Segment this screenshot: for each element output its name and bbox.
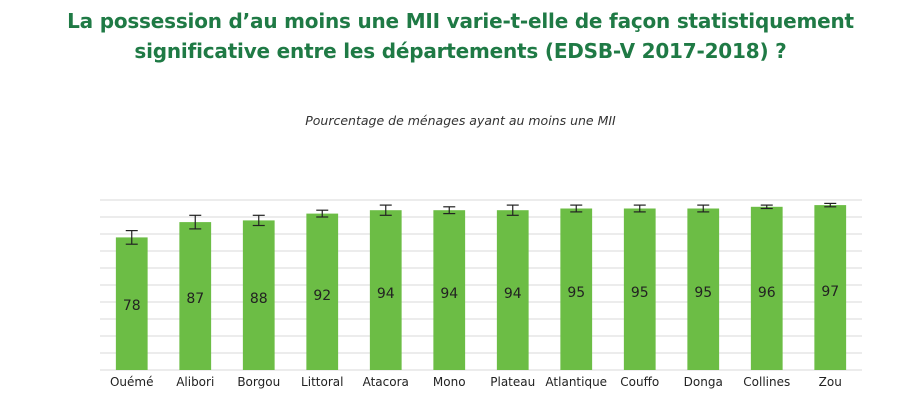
value-label-6: 94 [504,286,522,302]
category-label-1: Alibori [176,375,214,389]
chart-subtitle: Pourcentage de ménages ayant au moins un… [305,113,616,128]
error-bar-9 [697,204,710,213]
category-label-0: Ouémé [110,375,154,389]
value-label-9: 95 [694,285,712,301]
value-label-11: 97 [821,284,839,300]
error-bar-3 [316,209,329,218]
error-bar-11 [824,202,837,208]
category-label-2: Borgou [237,375,280,389]
error-bar-8 [633,204,646,213]
error-bar-1 [189,214,202,230]
category-label-5: Mono [433,375,466,389]
error-bar-6 [506,204,519,216]
value-label-7: 95 [567,285,585,301]
bar-11 [814,205,847,370]
category-label-9: Donga [684,375,723,389]
bar-8 [623,208,656,370]
error-bar-7 [570,204,583,213]
value-label-4: 94 [377,286,395,302]
value-label-8: 95 [631,285,649,301]
error-bar-10 [760,204,773,210]
bar-4 [369,210,402,370]
bar-2 [242,220,275,370]
value-label-0: 78 [123,298,141,314]
value-label-5: 94 [440,286,458,302]
value-label-1: 87 [186,291,204,307]
bar-9 [687,208,720,370]
value-labels: 78 87 88 92 94 94 94 95 95 95 96 97 [123,284,839,314]
bars [115,205,847,370]
category-labels: Ouémé Alibori Borgou Littoral Atacora Mono Pla… [110,375,842,389]
value-label-2: 88 [250,291,268,307]
bar-1 [179,222,212,370]
bar-10 [750,206,783,370]
category-label-11: Zou [819,375,842,389]
error-bar-2 [252,214,265,227]
value-label-10: 96 [758,285,776,301]
title-line-2: significative entre les départements (ED… [134,39,787,63]
chart-title: La possession d’au moins une MII varie-t… [0,6,921,66]
bar-6 [496,210,529,370]
category-label-8: Couffo [620,375,659,389]
title-line-1: La possession d’au moins une MII varie-t… [67,9,854,33]
error-bar-0 [125,230,138,245]
value-label-3: 92 [313,288,331,304]
bar-3 [306,213,339,370]
category-label-6: Plateau [490,375,535,389]
error-bars [125,202,837,245]
error-bar-4 [379,204,392,216]
category-label-7: Atlantique [545,375,607,389]
gridlines [100,199,862,371]
bar-7 [560,208,593,370]
category-label-4: Atacora [363,375,409,389]
category-label-10: Collines [743,375,790,389]
bar-5 [433,210,466,370]
bar-0 [115,237,148,370]
error-bar-5 [443,206,456,215]
category-label-3: Littoral [301,375,343,389]
